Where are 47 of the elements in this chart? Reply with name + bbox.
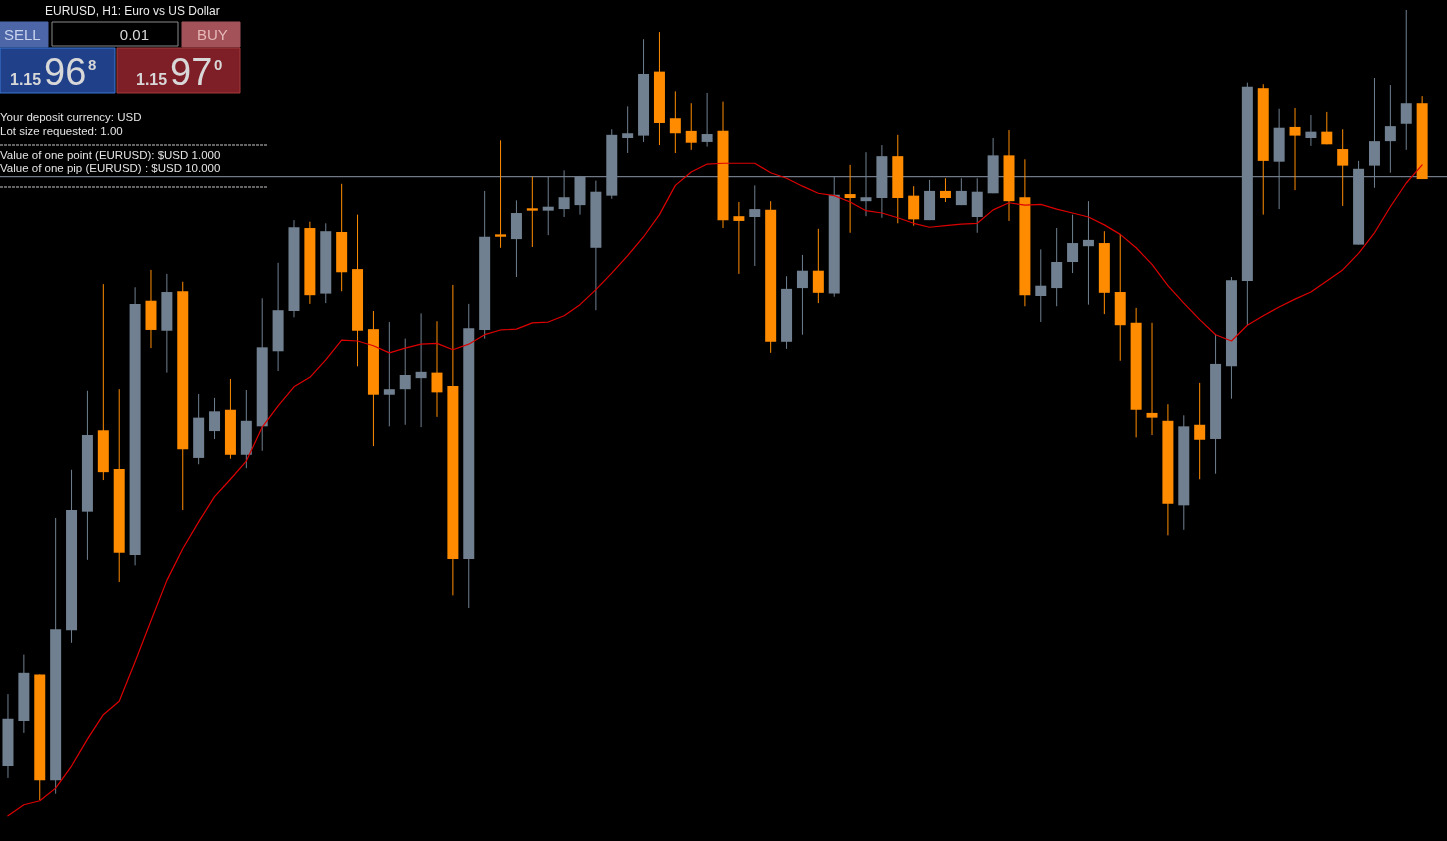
candlestick <box>495 139 507 249</box>
candlestick <box>399 338 411 426</box>
annotation: BUY <box>197 26 228 43</box>
annotation: 0 <box>214 56 223 73</box>
candlestick <box>733 201 745 275</box>
candlestick <box>844 164 856 234</box>
annotation: Your deposit currency: USD <box>0 111 142 123</box>
candlestick <box>908 185 920 227</box>
candlestick <box>860 151 872 217</box>
annotation: 96 <box>44 51 87 93</box>
candlestick <box>701 92 713 148</box>
annotation: 8 <box>88 56 97 73</box>
candlestick <box>383 321 395 427</box>
candlestick <box>685 102 697 151</box>
candlestick <box>622 105 634 154</box>
candlestick <box>1305 114 1317 147</box>
candlestick <box>1321 111 1333 145</box>
candlestick <box>526 176 538 248</box>
candlestick <box>1337 128 1349 207</box>
candlestick <box>542 176 554 236</box>
candlestick <box>939 177 951 203</box>
candlestick <box>955 177 967 206</box>
annotation: Value of one pip (EURUSD) : $USD 10.000 <box>0 162 221 174</box>
candlestick <box>1400 9 1412 151</box>
candlestick <box>1194 382 1206 480</box>
candlestick <box>1146 322 1158 436</box>
candlestick <box>1067 214 1079 274</box>
candlestick <box>1035 248 1047 323</box>
candlestick <box>749 184 761 267</box>
annotation: SELL <box>4 26 41 43</box>
candlestick <box>1384 84 1396 174</box>
annotation: 97 <box>170 51 213 93</box>
candlestick <box>415 312 427 428</box>
chart-title: EURUSD, H1: Euro vs US Dollar <box>45 4 220 18</box>
candlestick <box>1289 107 1301 191</box>
candlestick <box>669 90 681 154</box>
annotation: Lot size requested: 1.00 <box>0 125 123 137</box>
annotation: 0.01 <box>119 26 149 43</box>
candlestick <box>558 169 570 218</box>
annotation: Value of one point (EURUSD): $USD 1.000 <box>0 149 221 161</box>
candlestick <box>1082 200 1094 306</box>
candlestick <box>812 228 824 304</box>
candlestick <box>431 320 443 418</box>
candlestick <box>796 254 808 336</box>
candlestick <box>209 397 221 440</box>
annotation: 1.15 <box>136 71 168 88</box>
annotation: 1.15 <box>10 71 42 88</box>
